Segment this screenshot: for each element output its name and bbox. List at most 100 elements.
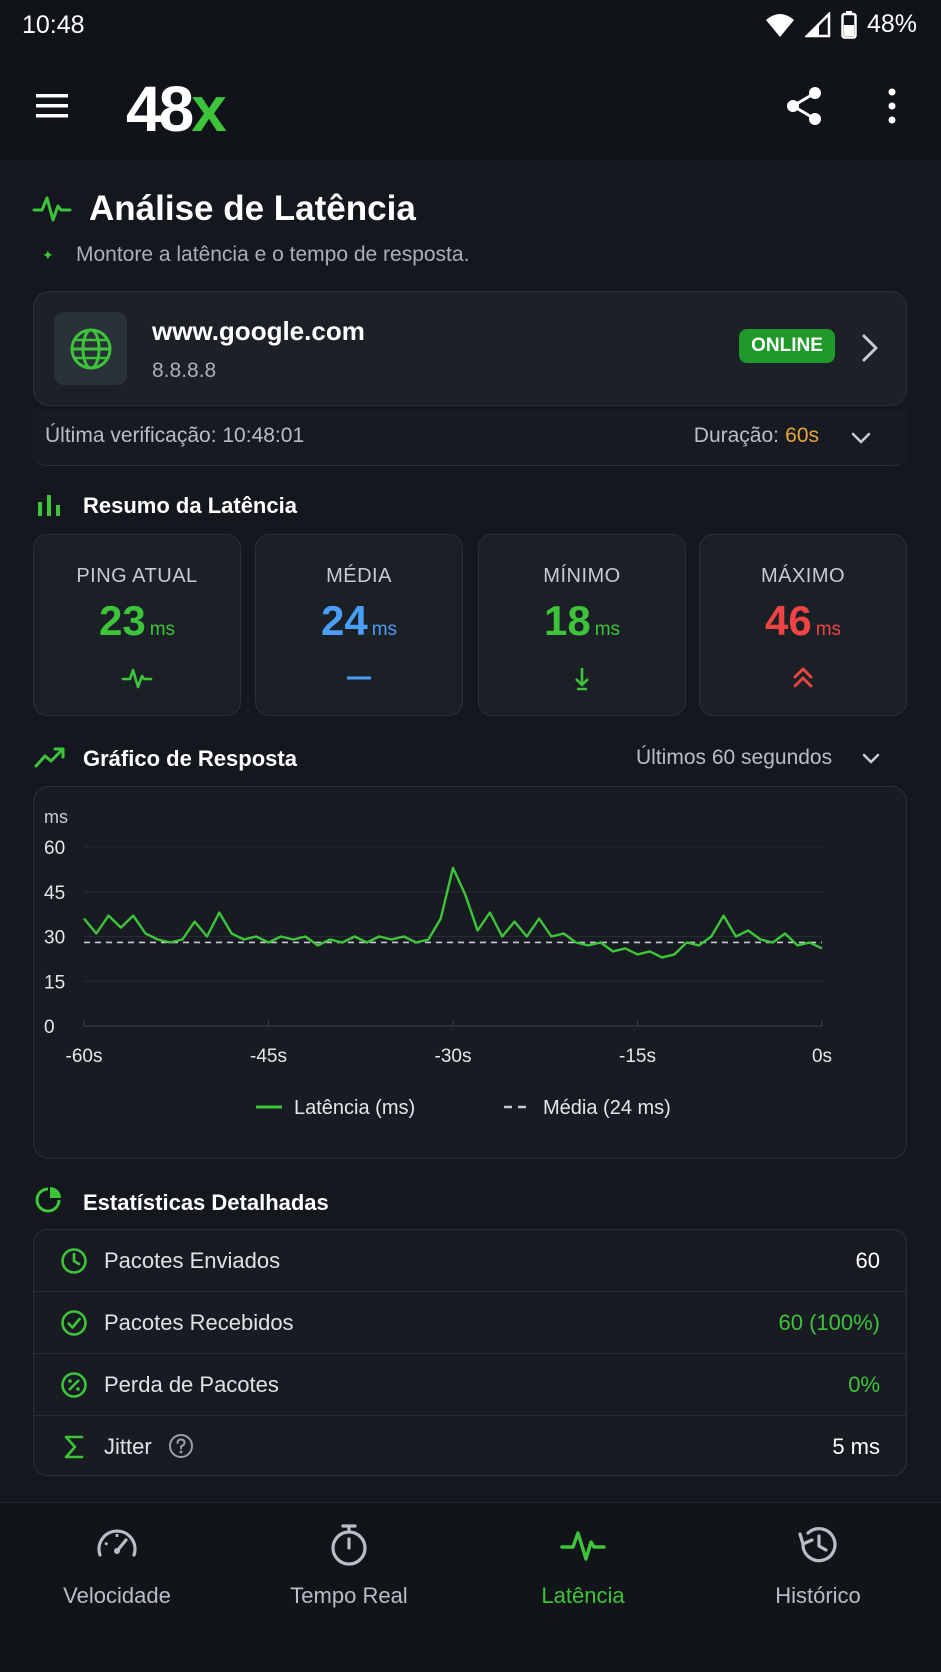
stat-label: MÁXIMO — [760, 565, 846, 587]
more-vert-icon[interactable] — [872, 84, 912, 128]
status-badge: ONLINE — [739, 329, 835, 363]
share-icon[interactable] — [782, 84, 826, 128]
latency-series-line — [83, 866, 823, 959]
nav-item-historico[interactable]: Histórico — [718, 1521, 918, 1609]
help-icon[interactable] — [168, 1433, 194, 1459]
x-tick-label: 0s — [812, 1046, 832, 1067]
signal-icon — [804, 11, 831, 37]
detail-value: 0% — [848, 1372, 880, 1397]
globe-icon-box — [54, 312, 127, 385]
wifi-icon — [765, 13, 794, 37]
stat-card-maximum: MÁXIMO 46 ms — [699, 534, 907, 716]
stat-unit: ms — [815, 619, 842, 640]
chevron-right-icon[interactable] — [856, 328, 884, 368]
detail-row-packets-received: Pacotes Recebidos 60 (100%) — [34, 1292, 906, 1354]
stat-card-ping: PING ATUAL 23 ms — [33, 534, 241, 716]
nav-item-tempo-real[interactable]: Tempo Real — [249, 1521, 449, 1609]
detail-value: 5 ms — [832, 1434, 880, 1459]
detail-label: Jitter — [104, 1434, 152, 1459]
detail-value: 60 (100%) — [778, 1310, 880, 1335]
clock-icon — [61, 1248, 87, 1274]
battery-percent: 48% — [866, 10, 917, 38]
legend-label-latency: Latência (ms) — [294, 1097, 415, 1119]
stat-card-minimum: MÍNIMO 18 ms — [478, 534, 686, 716]
duration-value[interactable]: 60s — [785, 424, 819, 447]
globe-icon — [70, 328, 111, 369]
pulse-icon — [32, 196, 72, 222]
nav-label: Histórico — [775, 1583, 861, 1608]
sigma-icon — [64, 1435, 84, 1459]
detail-label: Pacotes Enviados — [104, 1248, 281, 1273]
verification-row: Última verificação: 10:48:01 Duração: 60… — [33, 410, 907, 466]
detail-label: Perda de Pacotes — [104, 1372, 279, 1397]
nav-label: Tempo Real — [290, 1583, 408, 1608]
y-tick-label: 15 — [44, 972, 65, 993]
page-subtitle: Montore a latência e o tempo de resposta… — [76, 243, 470, 266]
stat-label: PING ATUAL — [76, 565, 198, 587]
check-circle-icon — [61, 1310, 87, 1336]
stat-label: MÉDIA — [326, 565, 392, 587]
stat-value: 24 — [320, 597, 368, 644]
detail-label: Pacotes Recebidos — [104, 1310, 294, 1335]
summary-title: Resumo da Latência — [83, 493, 297, 518]
y-tick-label: 0 — [44, 1017, 55, 1038]
stat-card-average: MÉDIA 24 ms — [255, 534, 463, 716]
y-tick-label: 30 — [44, 928, 65, 949]
stat-unit: ms — [594, 619, 621, 640]
host-name: www.google.com — [152, 316, 365, 346]
nav-item-latencia[interactable]: Latência — [483, 1521, 683, 1609]
host-card[interactable]: www.google.com 8.8.8.8 ONLINE — [33, 291, 907, 406]
logo-accent: x — [191, 73, 227, 145]
history-icon — [798, 1527, 837, 1563]
y-tick-label: 60 — [44, 838, 65, 859]
app-logo: 48x — [126, 72, 227, 146]
x-tick-label: -15s — [619, 1046, 656, 1067]
menu-icon[interactable] — [32, 86, 72, 126]
last-check-text: Última verificação: 10:48:01 — [45, 424, 305, 447]
stat-value: 23 — [98, 597, 146, 644]
y-tick-label: 45 — [44, 883, 65, 904]
chevron-down-icon[interactable] — [860, 749, 882, 769]
x-tick-label: -45s — [250, 1046, 287, 1067]
pulse-icon — [560, 1531, 606, 1561]
x-tick-label: -30s — [435, 1046, 472, 1067]
stat-value: 46 — [764, 597, 812, 644]
stat-unit: ms — [149, 619, 176, 640]
bottom-nav: Velocidade Tempo Real Latência Histórico — [0, 1502, 941, 1672]
detail-value: 60 — [855, 1248, 880, 1273]
pie-chart-icon — [35, 1187, 61, 1213]
bar-chart-icon — [38, 495, 60, 516]
nav-label: Velocidade — [63, 1583, 171, 1608]
details-title: Estatísticas Detalhadas — [83, 1190, 329, 1215]
dash-icon — [347, 676, 371, 680]
app-bar: 48x — [0, 54, 941, 160]
logo-main: 48 — [126, 73, 194, 145]
battery-icon — [841, 10, 857, 39]
status-bar: 10:48 48% — [0, 0, 941, 54]
host-ip: 8.8.8.8 — [152, 359, 217, 382]
chart-range-selector[interactable]: Últimos 60 segundos — [636, 746, 833, 769]
stat-label: MÍNIMO — [543, 565, 621, 587]
y-axis-label: ms — [44, 807, 68, 827]
detail-row-packet-loss: Perda de Pacotes 0% — [34, 1354, 906, 1416]
stat-value: 18 — [543, 597, 591, 644]
chart-section-title: Gráfico de Resposta — [83, 746, 297, 771]
latency-chart: ms 60 45 30 15 0 -60s -45s -30s -15s 0s Latência (m… — [44, 807, 832, 1119]
nav-item-velocidade[interactable]: Velocidade — [17, 1521, 217, 1609]
detail-row-jitter: Jitter 5 ms — [34, 1416, 906, 1475]
trending-up-icon — [34, 747, 65, 768]
pulse-icon — [121, 668, 153, 689]
status-time: 10:48 — [22, 11, 85, 39]
x-tick-label: -60s — [66, 1046, 103, 1067]
percent-circle-icon — [61, 1372, 87, 1398]
stopwatch-icon — [331, 1524, 367, 1566]
stat-unit: ms — [371, 619, 398, 640]
double-chevron-up-icon — [793, 667, 813, 688]
chevron-down-icon[interactable] — [849, 428, 873, 448]
sparkle-icon: ✦ — [42, 247, 54, 263]
duration-label: Duração: — [693, 424, 779, 447]
speedometer-icon — [97, 1529, 137, 1557]
nav-label: Latência — [541, 1583, 625, 1608]
status-icons: 48% — [765, 10, 917, 39]
detail-row-packets-sent: Pacotes Enviados 60 — [34, 1230, 906, 1292]
